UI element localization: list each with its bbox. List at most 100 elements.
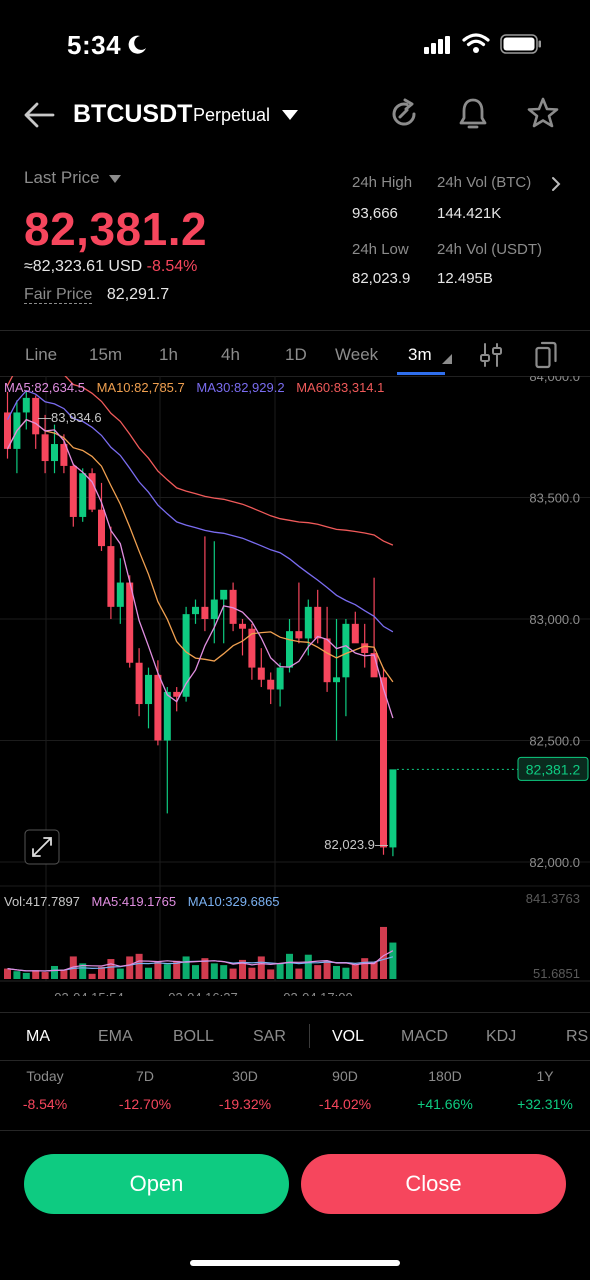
volume-bar xyxy=(220,965,228,979)
perf-today[interactable]: Today -8.54% xyxy=(0,1068,90,1112)
perf-1y[interactable]: 1Y +32.31% xyxy=(500,1068,590,1112)
volume-bar xyxy=(333,965,340,979)
fair-price-value: 82,291.7 xyxy=(106,286,170,303)
candle-body xyxy=(323,638,331,683)
caret-down-icon[interactable] xyxy=(281,108,299,122)
bell-icon[interactable] xyxy=(456,96,490,132)
volume-bar xyxy=(79,963,87,979)
change-percent: -8.54% xyxy=(146,258,198,275)
fair-price-label[interactable]: Fair Price xyxy=(24,286,93,304)
candle-body xyxy=(333,677,340,683)
status-bar: 5:34 xyxy=(0,0,590,90)
tab-macd[interactable]: MACD xyxy=(401,1028,449,1045)
tab-4h[interactable]: 4h xyxy=(221,345,240,364)
volume-bar xyxy=(41,972,49,979)
refresh-icon[interactable] xyxy=(388,98,420,130)
perf-90d[interactable]: 90D -14.02% xyxy=(300,1068,390,1112)
high-price-marker: —83,934.6 xyxy=(38,410,102,425)
contract-type[interactable]: Perpetual xyxy=(193,105,271,125)
perf-label: 1Y xyxy=(536,1068,554,1084)
back-arrow-icon[interactable] xyxy=(22,100,56,130)
perf-7d[interactable]: 7D -12.70% xyxy=(100,1068,190,1112)
volume-bar xyxy=(135,953,143,979)
volume-bar xyxy=(380,926,387,979)
volume-bar xyxy=(389,942,397,979)
ma-legend: MA5:82,634.5 MA10:82,785.7 MA30:82,929.2… xyxy=(4,380,384,395)
candlestick-chart[interactable]: 84,000.0 83,500.0 83,000.0 82,500.0 82,000.0… xyxy=(0,376,590,996)
candle-body xyxy=(210,599,218,619)
chevron-right-icon[interactable] xyxy=(550,176,562,192)
tab-ma[interactable]: MA xyxy=(26,1028,50,1045)
candle-body xyxy=(361,643,369,654)
star-icon[interactable] xyxy=(526,96,560,130)
perf-30d[interactable]: 30D -19.32% xyxy=(200,1068,290,1112)
divider xyxy=(0,1060,590,1061)
low-price-marker: 82,023.9— xyxy=(324,837,388,852)
candle-body xyxy=(201,606,209,619)
volume-bar xyxy=(126,956,134,979)
tab-15m[interactable]: 15m xyxy=(89,345,123,364)
perf-label: 7D xyxy=(136,1068,154,1084)
volume-bar xyxy=(286,953,293,979)
tab-line[interactable]: Line xyxy=(25,345,58,364)
volume-bar xyxy=(51,965,58,979)
time-axis-label: 03-04 17:00 xyxy=(283,990,352,996)
ma5-label: MA5:82,634.5 xyxy=(4,380,85,395)
tab-week[interactable]: Week xyxy=(335,345,379,364)
price-axis-label: 83,500.0 xyxy=(529,491,580,506)
candle-body xyxy=(257,667,265,680)
tab-3m[interactable]: 3m xyxy=(408,345,432,364)
candle-body xyxy=(220,589,228,600)
tab-kdj[interactable]: KDJ xyxy=(486,1028,517,1045)
volume-bar xyxy=(88,973,96,979)
stat-24h-low-value: 82,023.9 xyxy=(352,270,411,287)
time-axis-label: 03-04 16:27 xyxy=(168,990,237,996)
close-button[interactable]: Close xyxy=(301,1154,566,1214)
indicator-settings-icon[interactable] xyxy=(480,342,502,368)
vol-ma10-label: MA10:329.6865 xyxy=(187,894,280,909)
copy-layout-icon[interactable] xyxy=(535,341,557,369)
open-button[interactable]: Open xyxy=(24,1154,289,1214)
volume-axis-top: 841.3763 xyxy=(526,891,580,906)
perf-180d[interactable]: 180D +41.66% xyxy=(400,1068,490,1112)
caret-down-icon[interactable] xyxy=(108,174,122,184)
volume-bar xyxy=(4,968,11,979)
current-price-tag-box xyxy=(517,756,589,781)
stat-24h-vol-usdt-label: 24h Vol (USDT) xyxy=(437,241,543,258)
volume-bar xyxy=(145,967,152,979)
volume-bar xyxy=(107,959,115,979)
symbol-title[interactable]: BTCUSDT xyxy=(73,100,193,128)
active-tab-indicator xyxy=(397,372,445,375)
perf-value: -8.54% xyxy=(22,1096,68,1112)
tab-separator xyxy=(309,1024,310,1048)
volume-bar xyxy=(98,966,105,979)
tab-ema[interactable]: EMA xyxy=(98,1028,133,1045)
last-price-label[interactable]: Last Price xyxy=(24,168,100,187)
corner-triangle-icon[interactable] xyxy=(442,354,452,364)
moon-icon xyxy=(128,35,146,54)
volume-bar xyxy=(323,960,331,979)
divider xyxy=(0,1130,590,1131)
candle-body xyxy=(41,434,49,462)
tab-rsi[interactable]: RS xyxy=(566,1028,589,1045)
perf-label: 90D xyxy=(332,1068,358,1084)
tab-sar[interactable]: SAR xyxy=(253,1028,286,1045)
candle-body xyxy=(135,662,143,705)
ma60-label: MA60:83,314.1 xyxy=(296,380,385,395)
price-axis-label: 83,000.0 xyxy=(529,612,580,627)
volume-bar xyxy=(192,965,199,979)
home-indicator xyxy=(190,1260,400,1266)
tab-1h[interactable]: 1h xyxy=(159,345,178,364)
volume-bar xyxy=(257,956,265,979)
tab-vol[interactable]: VOL xyxy=(332,1028,365,1045)
volume-bar xyxy=(370,961,378,979)
perf-value: -12.70% xyxy=(118,1096,172,1112)
tab-boll[interactable]: BOLL xyxy=(173,1028,214,1045)
tab-1d[interactable]: 1D xyxy=(285,345,307,364)
candle-body xyxy=(4,412,11,449)
stat-24h-vol-btc-value: 144.421K xyxy=(437,205,502,222)
candle-body xyxy=(267,679,275,690)
fullscreen-expand-icon[interactable] xyxy=(24,829,60,865)
wifi-icon xyxy=(462,33,490,53)
ma30-label: MA30:82,929.2 xyxy=(196,380,285,395)
